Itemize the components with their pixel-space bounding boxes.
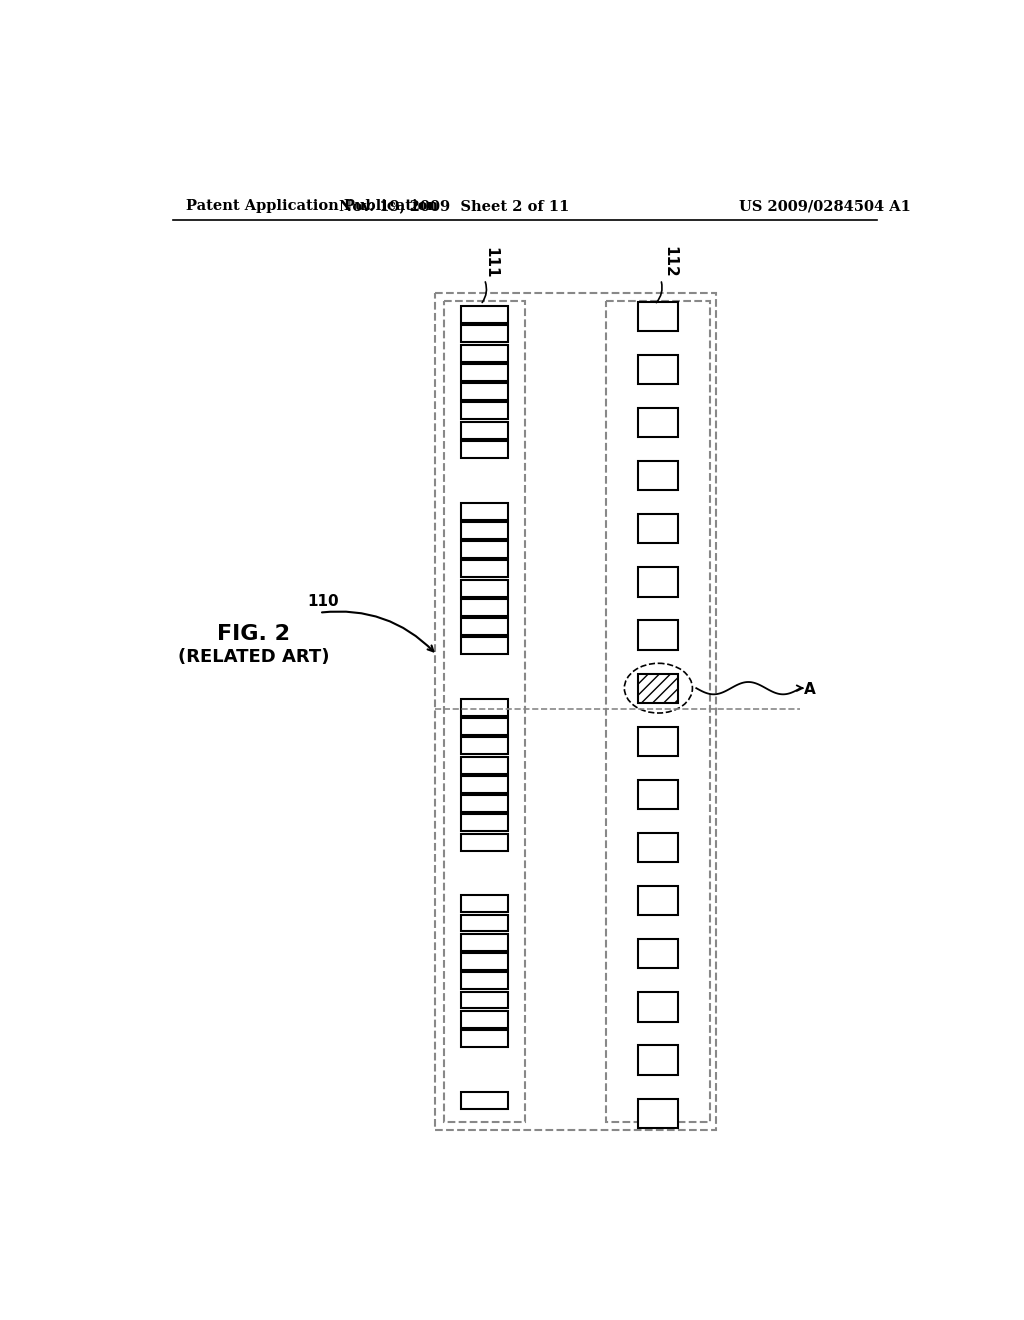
Text: US 2009/0284504 A1: US 2009/0284504 A1: [739, 199, 910, 213]
Bar: [461, 991, 508, 1008]
Bar: [638, 568, 679, 597]
Bar: [461, 795, 508, 812]
Bar: [461, 834, 508, 850]
Bar: [461, 895, 508, 912]
Bar: [461, 326, 508, 342]
Bar: [461, 403, 508, 420]
Text: FIG. 2: FIG. 2: [217, 624, 290, 644]
Bar: [461, 422, 508, 438]
Bar: [638, 302, 679, 331]
Bar: [638, 515, 679, 544]
Bar: [461, 503, 508, 520]
Bar: [461, 1011, 508, 1028]
Bar: [638, 1098, 679, 1127]
Bar: [461, 953, 508, 970]
Text: A: A: [804, 682, 816, 697]
Bar: [638, 461, 679, 490]
Bar: [461, 1030, 508, 1047]
Bar: [638, 620, 679, 649]
Bar: [638, 940, 679, 969]
Bar: [461, 618, 508, 635]
Bar: [444, 301, 524, 1122]
Bar: [461, 441, 508, 458]
Bar: [461, 364, 508, 381]
Bar: [461, 933, 508, 950]
Text: Nov. 19, 2009  Sheet 2 of 11: Nov. 19, 2009 Sheet 2 of 11: [339, 199, 569, 213]
Bar: [638, 833, 679, 862]
Bar: [461, 973, 508, 989]
Bar: [461, 718, 508, 735]
Bar: [638, 408, 679, 437]
Bar: [638, 1045, 679, 1074]
Bar: [461, 700, 508, 715]
Bar: [461, 383, 508, 400]
Bar: [461, 776, 508, 793]
Bar: [606, 301, 711, 1122]
Text: (RELATED ART): (RELATED ART): [178, 648, 330, 667]
Bar: [461, 814, 508, 832]
Bar: [638, 886, 679, 915]
Bar: [461, 541, 508, 558]
Bar: [461, 738, 508, 755]
Bar: [638, 726, 679, 756]
Bar: [461, 638, 508, 655]
Bar: [461, 579, 508, 597]
Bar: [435, 293, 716, 1130]
Bar: [638, 993, 679, 1022]
Bar: [638, 673, 679, 702]
Text: 110: 110: [307, 594, 339, 609]
Bar: [461, 521, 508, 539]
Text: 112: 112: [663, 247, 678, 279]
Bar: [638, 355, 679, 384]
Bar: [461, 915, 508, 932]
Bar: [461, 756, 508, 774]
Bar: [461, 560, 508, 577]
Bar: [461, 1092, 508, 1109]
Bar: [638, 780, 679, 809]
Text: Patent Application Publication: Patent Application Publication: [186, 199, 438, 213]
Bar: [461, 599, 508, 615]
Bar: [461, 345, 508, 362]
Bar: [461, 306, 508, 323]
Text: 111: 111: [483, 247, 498, 279]
